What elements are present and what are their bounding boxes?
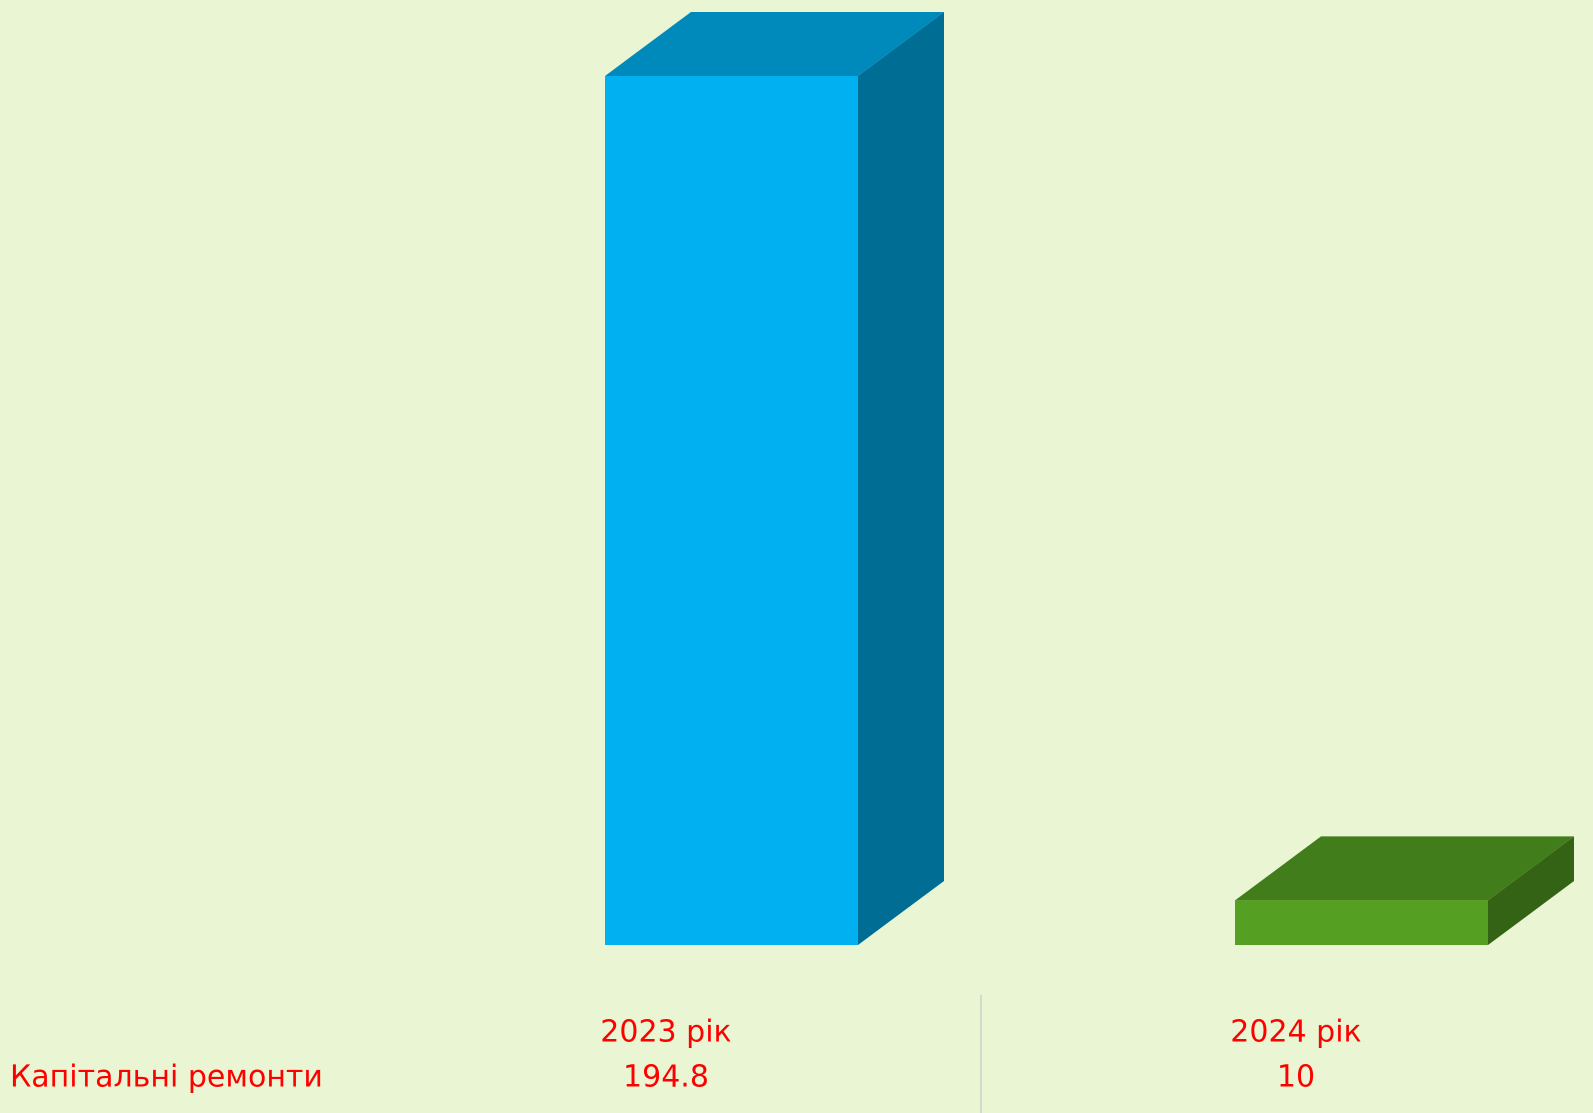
value-label: 10 (1277, 1060, 1315, 1095)
bar-side (858, 12, 944, 945)
bar-side (1488, 836, 1574, 945)
series-label: Капітальні ремонти (10, 1060, 323, 1095)
value-label: 194.8 (623, 1060, 709, 1095)
bar-top (605, 12, 944, 76)
category-label: 2024 рік (1230, 1015, 1361, 1050)
category-label: 2023 рік (600, 1015, 731, 1050)
bar (1235, 900, 1488, 945)
bar (605, 76, 858, 945)
bar-top (1235, 836, 1574, 901)
